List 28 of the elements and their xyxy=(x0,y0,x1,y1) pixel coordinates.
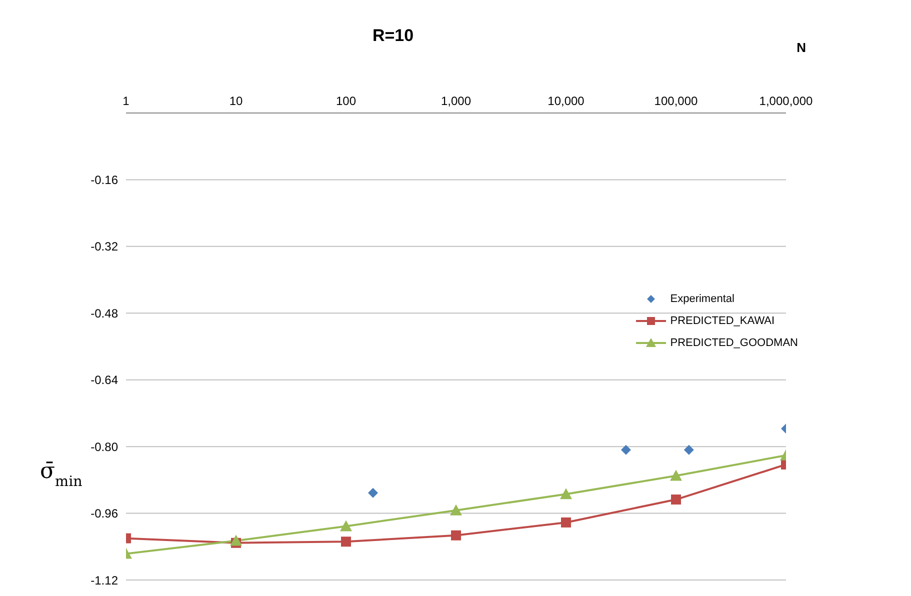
y-tick-label: -0.96 xyxy=(90,506,118,521)
chart-title: R=10 xyxy=(372,26,414,45)
point xyxy=(451,530,461,540)
legend-label: PREDICTED_GOODMAN xyxy=(670,337,798,349)
point xyxy=(340,520,352,532)
y-tick-label: -0.32 xyxy=(90,240,118,254)
y-tick-label: -0.64 xyxy=(90,373,118,388)
x-tick-label: 100,000 xyxy=(654,94,698,108)
x-axis-title: N xyxy=(796,40,806,56)
y-tick-label: -0.80 xyxy=(90,440,118,454)
point xyxy=(671,494,681,505)
legend-label: PREDICTED_KAWAI xyxy=(670,315,775,327)
y-tick-label: -0.48 xyxy=(90,306,118,320)
point xyxy=(560,488,572,500)
y-tick-label: -1.12 xyxy=(90,573,118,588)
point xyxy=(670,470,682,481)
point xyxy=(341,536,351,547)
x-tick-label: 10,000 xyxy=(548,94,585,108)
y-axis-title: σ̄$_{min}$ xyxy=(40,459,82,490)
x-tick-label: 10 xyxy=(229,94,243,108)
point xyxy=(450,504,462,516)
x-tick-label: 1,000,000 xyxy=(759,94,814,108)
x-tick-label: 1 xyxy=(122,94,130,108)
x-tick-label: 1,000 xyxy=(440,94,472,108)
point xyxy=(561,517,571,528)
y-tick-label: -0.16 xyxy=(90,172,118,187)
x-tick-label: 100 xyxy=(336,94,356,108)
legend-label: Experimental xyxy=(670,293,734,305)
